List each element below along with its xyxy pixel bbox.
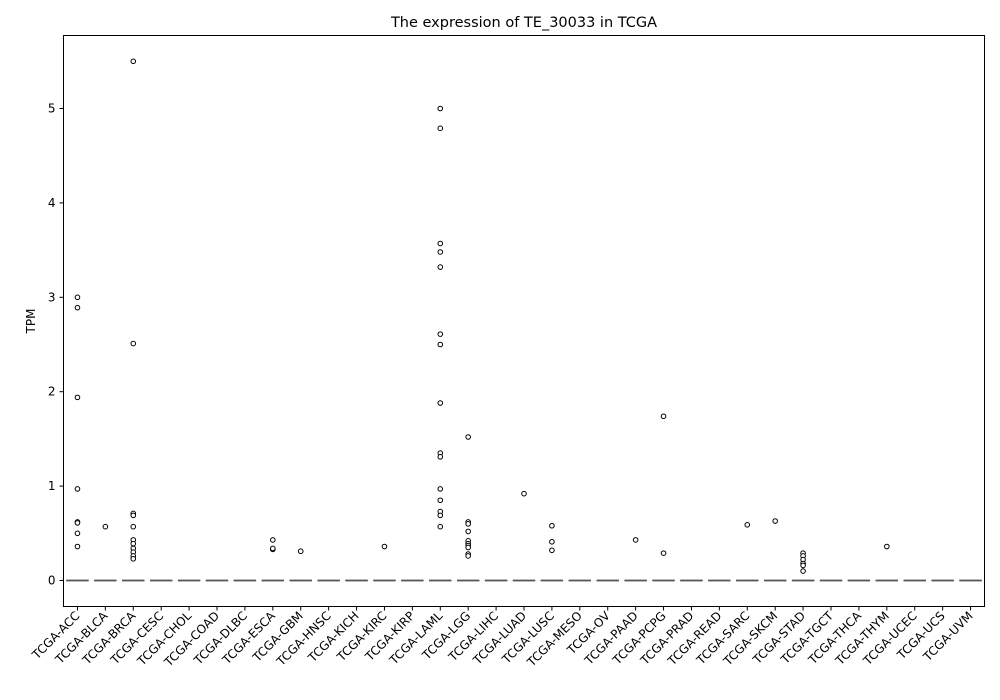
box-group <box>94 523 117 582</box>
box-group <box>791 550 815 582</box>
outlier-point <box>521 490 527 497</box>
box-group <box>429 105 452 582</box>
box-group <box>764 518 787 582</box>
outlier-point <box>270 537 276 543</box>
outlier-point <box>800 568 806 574</box>
outlier-point <box>381 543 388 550</box>
outlier-point <box>437 105 444 112</box>
outlier-point <box>437 341 444 348</box>
y-tick-label: 5 <box>48 102 56 116</box>
outlier-point <box>549 538 555 545</box>
box-group <box>652 413 675 582</box>
outlier-point <box>772 518 778 524</box>
outlier-point <box>660 550 667 556</box>
outlier-point <box>437 249 444 255</box>
box-group <box>261 537 284 582</box>
outlier-point <box>102 523 109 530</box>
box-group <box>875 543 898 582</box>
outlier-point <box>465 521 471 527</box>
outlier-point <box>437 125 444 132</box>
box-group <box>624 537 647 582</box>
y-tick-label: 3 <box>48 290 56 304</box>
outlier-point <box>437 400 444 406</box>
chart-title: The expression of TE_30033 in TCGA <box>390 15 657 31</box>
y-tick-label: 2 <box>48 385 56 399</box>
outlier-point <box>465 544 471 551</box>
outlier-point <box>130 512 137 519</box>
outlier-point <box>632 537 639 543</box>
plot-area <box>66 58 982 582</box>
outlier-point <box>437 264 444 270</box>
box-group <box>66 294 89 582</box>
outlier-point <box>74 394 81 401</box>
box-group <box>457 434 480 582</box>
outlier-point <box>74 520 81 526</box>
outlier-point <box>74 530 81 537</box>
outlier-point <box>130 58 137 65</box>
outlier-point <box>465 528 471 535</box>
box-group <box>373 543 396 582</box>
y-tick-label: 1 <box>48 479 56 493</box>
box-group <box>512 490 536 582</box>
outlier-point <box>74 304 81 311</box>
outlier-point <box>465 553 471 559</box>
outlier-point <box>437 486 444 492</box>
outlier-point <box>437 454 444 460</box>
x-axis: TCGA-ACCTCGA-BLCATCGA-BRCATCGA-CESCTCGA-… <box>29 606 976 670</box>
y-axis: 0 1 2 3 4 5 <box>48 102 64 588</box>
box-group <box>122 58 145 582</box>
outlier-point <box>130 340 137 347</box>
y-axis-label: TPM <box>24 309 38 335</box>
outlier-point <box>465 434 471 440</box>
outlier-point <box>437 331 444 337</box>
outlier-point <box>74 486 81 492</box>
outlier-point <box>437 523 444 530</box>
outlier-point <box>437 512 444 519</box>
outlier-point <box>884 543 890 550</box>
box-group <box>540 522 564 582</box>
outlier-point <box>130 523 137 530</box>
y-tick-label: 0 <box>48 574 56 588</box>
outlier-point <box>437 240 444 247</box>
box-group <box>736 522 759 582</box>
outlier-point <box>297 548 304 555</box>
axes-frame <box>63 35 985 607</box>
outlier-point <box>74 543 81 550</box>
outlier-point <box>660 413 667 420</box>
y-tick-label: 4 <box>48 196 56 210</box>
box-group <box>289 548 312 582</box>
outlier-point <box>744 522 751 528</box>
outlier-point <box>549 547 555 554</box>
outlier-point <box>270 545 276 552</box>
outlier-point <box>800 562 806 569</box>
outlier-point <box>549 522 555 529</box>
outlier-point <box>74 294 81 301</box>
outlier-point <box>130 540 137 547</box>
outlier-point <box>437 497 444 504</box>
outlier-point <box>130 555 137 562</box>
